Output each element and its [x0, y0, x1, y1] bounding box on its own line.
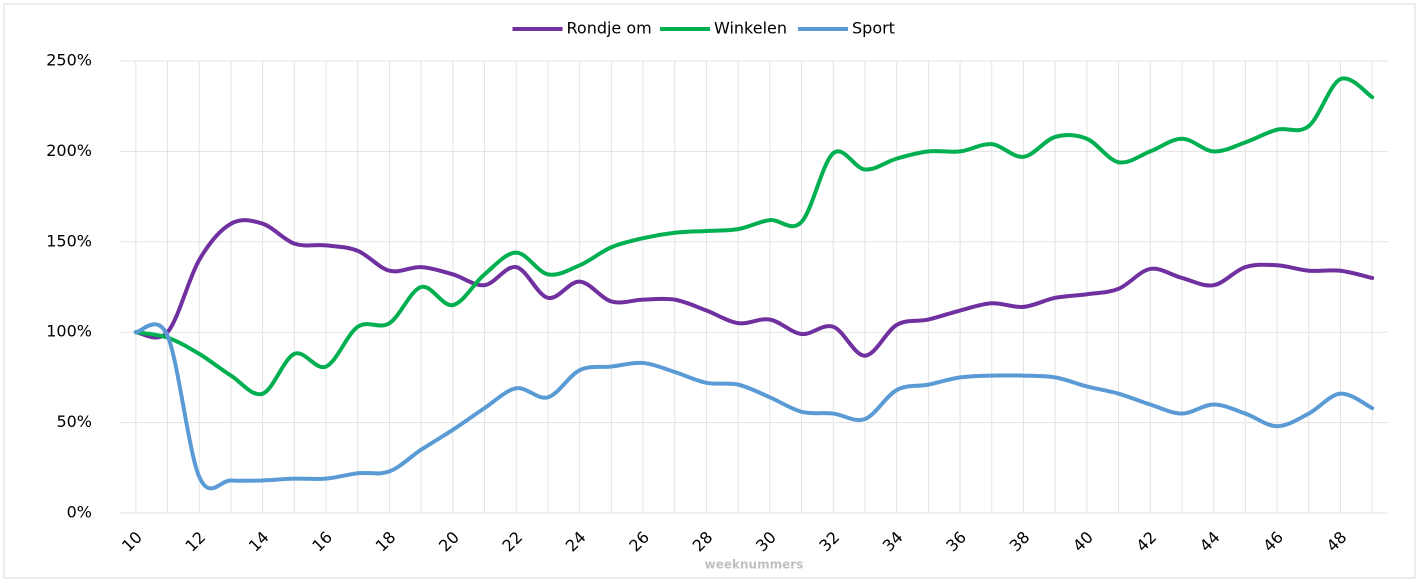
- y-tick-label: 0%: [67, 503, 92, 522]
- y-tick-label: 150%: [46, 231, 92, 250]
- series-line: [133, 322, 1375, 491]
- legend-label: Winkelen: [714, 19, 787, 38]
- y-tick-label: 200%: [46, 141, 92, 160]
- legend-label: Rondje om: [567, 19, 652, 38]
- series-line: [133, 76, 1375, 397]
- chart-border: [3, 3, 1416, 579]
- legend-label: Sport: [852, 19, 895, 38]
- series-line: [133, 218, 1375, 358]
- x-axis-title: weeknummers: [705, 558, 804, 572]
- y-tick-label: 250%: [46, 51, 92, 70]
- y-tick-label: 100%: [46, 322, 92, 341]
- y-tick-label: 50%: [56, 412, 92, 431]
